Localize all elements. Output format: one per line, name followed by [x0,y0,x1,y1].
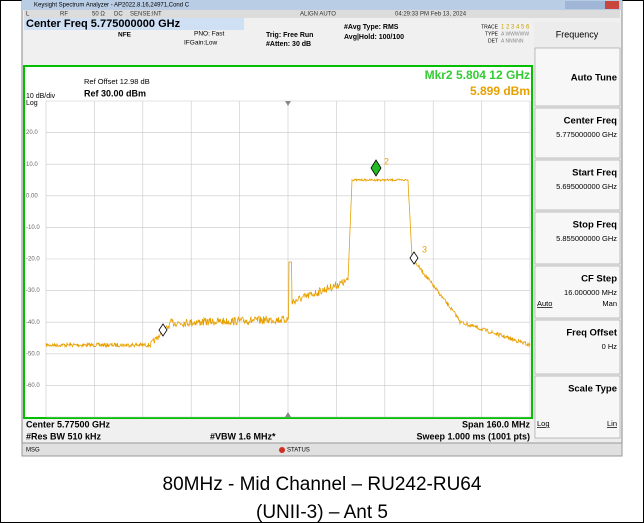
menu-button[interactable] [534,211,621,265]
status-item: RF [60,12,68,18]
status-bar [21,442,623,457]
y-label: 0.00 [26,193,38,199]
center: Center 5.77500 GHz [26,419,111,429]
res-bw: #Res BW 510 kHz [26,431,102,441]
trace-nums: 1 2 3 4 5 6 [501,25,530,31]
y-label: -50.0 [26,351,40,357]
center-freq: Center Freq 5.775000000 GHz [26,18,181,30]
avg-hold: Avg|Hold: 100/100 [344,34,404,41]
button-label: Stop Freq [573,220,618,231]
avg-type: #Avg Type: RMS [344,24,399,31]
marker-1 [158,323,168,337]
msg: MSG [26,448,40,454]
status-item: L [26,12,30,18]
atten: #Atten: 30 dB [266,41,311,48]
marker-2 [370,159,382,177]
type-label: TYPE [485,31,499,37]
menu-button[interactable] [534,107,621,159]
menu-button[interactable] [534,319,621,375]
marker-readout: Mkr2 5.804 12 GHz [425,68,530,82]
close-button[interactable] [605,1,619,9]
marker-3 [409,251,419,265]
type-val: A WWWWW [501,31,529,37]
caption: 80MHz - Mid Channel – RU242-RU64 [163,474,482,495]
y-label: -10.0 [26,225,40,231]
button-label: Auto Tune [571,73,617,84]
button-value: 16.000000 MHz [564,288,617,297]
sweep: Sweep 1.000 ms (1001 pts) [416,431,530,441]
ref: Ref 30.00 dBm [84,88,146,98]
y-label: 20.0 [26,130,38,136]
ref-offset: Ref Offset 12.98 dB [84,77,150,86]
status-item: DC [114,12,123,18]
vbw: #VBW 1.6 MHz* [210,431,276,441]
button-value: 5.695000000 GHz [556,182,617,191]
marker-label: 3 [422,244,427,254]
caption: (UNII-3) – Ant 5 [256,502,388,523]
button-label: Freq Offset [566,328,618,339]
window-title: Keysight Spectrum Analyzer - AP2022.8.16… [34,3,190,9]
ifgain: IFGain:Low [184,40,218,47]
y-label: -20.0 [26,257,40,263]
y-label: -30.0 [26,288,40,294]
span: Span 160.0 MHz [462,419,531,429]
button-option: Log [537,419,550,428]
plot-area [23,65,533,419]
button-option: Lin [607,419,617,428]
center-freq-bg [24,18,244,30]
trace-label: TRACE [481,24,499,30]
button-label: Start Freq [572,168,617,179]
marker-label: 2 [384,156,389,166]
scale: 10 dB/div [26,93,56,100]
status-item: SENSE:INT [130,12,162,18]
nfe: NFE [118,32,132,39]
button-label: CF Step [581,274,617,285]
status-row-bg [24,10,620,18]
y-label: -60.0 [26,383,40,389]
button-value: 0 Hz [602,342,618,351]
button-label: Scale Type [568,384,617,395]
button-option: Man [602,299,617,308]
button-value: 5.855000000 GHz [556,234,617,243]
status: STATUS [287,448,310,454]
marker-value: 5.899 dBm [470,84,530,98]
title-bar [22,0,622,10]
log: Log [26,100,38,107]
status-item: 04:29:33 PM Feb 13, 2024 [395,12,467,18]
menu-title: Frequency [556,29,599,39]
pno: PNO: Fast [194,31,225,38]
menu-button[interactable] [534,375,621,439]
status-item: ALIGN AUTO [300,12,336,18]
button-value: 5.775000000 GHz [556,130,617,139]
det-label: DET [488,38,498,44]
status-icon [279,447,285,453]
status-item: 50 Ω [92,12,105,18]
y-label: -40.0 [26,320,40,326]
det-val: A NNNNN [501,38,524,44]
y-label: 10.0 [26,162,38,168]
trig: Trig: Free Run [266,32,313,39]
menu-button[interactable] [534,265,621,319]
menu-button[interactable] [534,159,621,211]
trace [45,177,531,349]
menu-button[interactable] [534,47,621,107]
button-label: Center Freq [564,116,618,127]
window-buttons[interactable] [565,1,619,9]
button-option: Auto [537,299,552,308]
